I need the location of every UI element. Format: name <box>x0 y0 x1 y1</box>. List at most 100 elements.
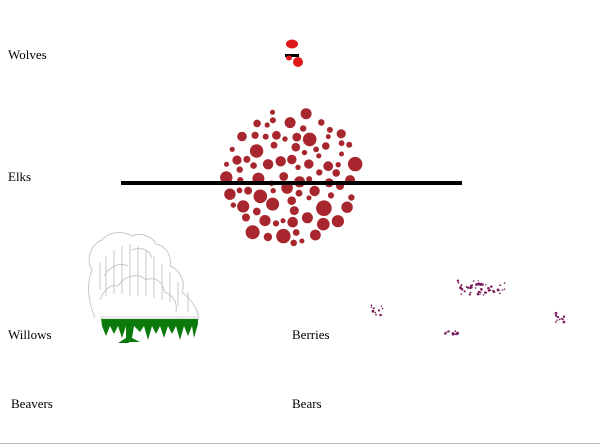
berry-dot <box>370 304 373 307</box>
berry-dot <box>454 333 456 336</box>
elk-herd-cluster <box>220 108 363 247</box>
berry-dot <box>451 333 455 336</box>
berry-dot <box>377 309 381 312</box>
berry-dot <box>492 289 494 292</box>
elk-dot <box>341 201 353 213</box>
berry-dot <box>477 290 481 294</box>
elk-dot <box>290 239 298 247</box>
berry-dot <box>446 331 448 333</box>
elk-dot <box>306 195 312 201</box>
berry-dot <box>503 288 506 291</box>
berry-dot <box>487 287 490 290</box>
elk-dot <box>322 142 330 150</box>
berry-dot <box>556 319 558 322</box>
berry-dot <box>370 306 373 308</box>
elk-dot <box>300 108 312 120</box>
berry-dot <box>481 283 484 286</box>
elk-dot <box>295 189 303 197</box>
elk-dot <box>332 169 341 177</box>
berry-dot <box>556 315 560 319</box>
elk-dot <box>264 122 270 128</box>
elk-dot <box>331 215 344 228</box>
berry-dot <box>501 289 504 291</box>
wolves-label: Wolves <box>8 47 47 62</box>
berry-dot <box>456 331 459 335</box>
elk-dot <box>316 200 332 216</box>
elk-dot <box>295 164 301 170</box>
elk-dot <box>253 119 261 128</box>
elk-dot <box>281 182 293 194</box>
elk-dot <box>249 144 264 158</box>
berry-dot <box>482 294 485 296</box>
elk-dot <box>242 213 250 222</box>
berry-dot <box>469 291 472 294</box>
elk-dot <box>245 225 260 240</box>
elk-dot <box>270 188 276 194</box>
berry-dot <box>463 290 466 293</box>
berry-dot <box>475 283 479 286</box>
elk-dot <box>339 151 344 157</box>
berry-dot <box>371 309 375 313</box>
wolf-bar <box>285 54 299 57</box>
elk-dot <box>272 220 280 227</box>
elk-dot <box>275 156 286 167</box>
elk-dot <box>269 117 276 124</box>
elk-dot <box>348 194 355 201</box>
berry-dot <box>562 320 566 324</box>
elk-dot <box>335 162 341 168</box>
berry-dot <box>499 292 501 295</box>
elk-dot <box>276 228 291 244</box>
elk-dot <box>313 146 319 153</box>
elk-dot <box>306 176 313 183</box>
willow-tree-icon <box>87 232 199 343</box>
berry-dot <box>562 315 566 318</box>
berry-dot <box>469 286 472 290</box>
elk-dot <box>251 131 259 139</box>
berry-dot <box>380 305 383 307</box>
elk-dot <box>229 146 235 152</box>
berry-dot <box>459 286 462 290</box>
berry-dot <box>555 321 557 323</box>
berry-dot <box>472 280 475 282</box>
elk-dot <box>262 159 274 170</box>
elk-dot <box>301 212 313 224</box>
elk-dot <box>300 125 307 132</box>
berry-dot <box>465 286 468 288</box>
elk-dot <box>327 192 335 199</box>
elk-dot <box>338 140 345 147</box>
berry-dot <box>457 281 460 284</box>
elk-dot <box>291 142 301 152</box>
bears-label: Bears <box>292 396 322 411</box>
elk-dot <box>253 189 268 204</box>
elk-dot <box>304 159 314 169</box>
berry-dot <box>379 313 382 317</box>
elk-dot <box>292 132 302 142</box>
beavers-label: Beavers <box>11 396 53 411</box>
berry-dot <box>487 289 490 292</box>
berry-dot <box>468 293 471 296</box>
elk-dot <box>309 185 320 197</box>
elk-dot <box>292 229 300 236</box>
berry-dot <box>372 307 375 310</box>
elk-dot <box>318 119 325 126</box>
elk-dot <box>316 169 323 176</box>
elk-dot <box>232 155 242 165</box>
elk-dot <box>282 136 288 142</box>
elk-dot <box>317 217 330 231</box>
elk-dot <box>323 161 334 172</box>
berry-dot <box>477 282 481 286</box>
elk-dot <box>266 197 280 211</box>
willows-label: Willows <box>8 327 52 342</box>
berry-clusters <box>370 279 566 336</box>
berry-dot <box>485 284 487 286</box>
elk-dot <box>287 154 297 165</box>
elk-dot <box>237 131 247 142</box>
berry-dot <box>460 284 463 286</box>
berry-dot <box>460 293 463 296</box>
berry-dot <box>479 291 482 294</box>
elk-dot <box>236 187 243 194</box>
elk-dot <box>220 171 233 184</box>
elk-dot <box>299 238 305 244</box>
elk-dot <box>236 166 243 173</box>
berry-dot <box>444 332 447 335</box>
